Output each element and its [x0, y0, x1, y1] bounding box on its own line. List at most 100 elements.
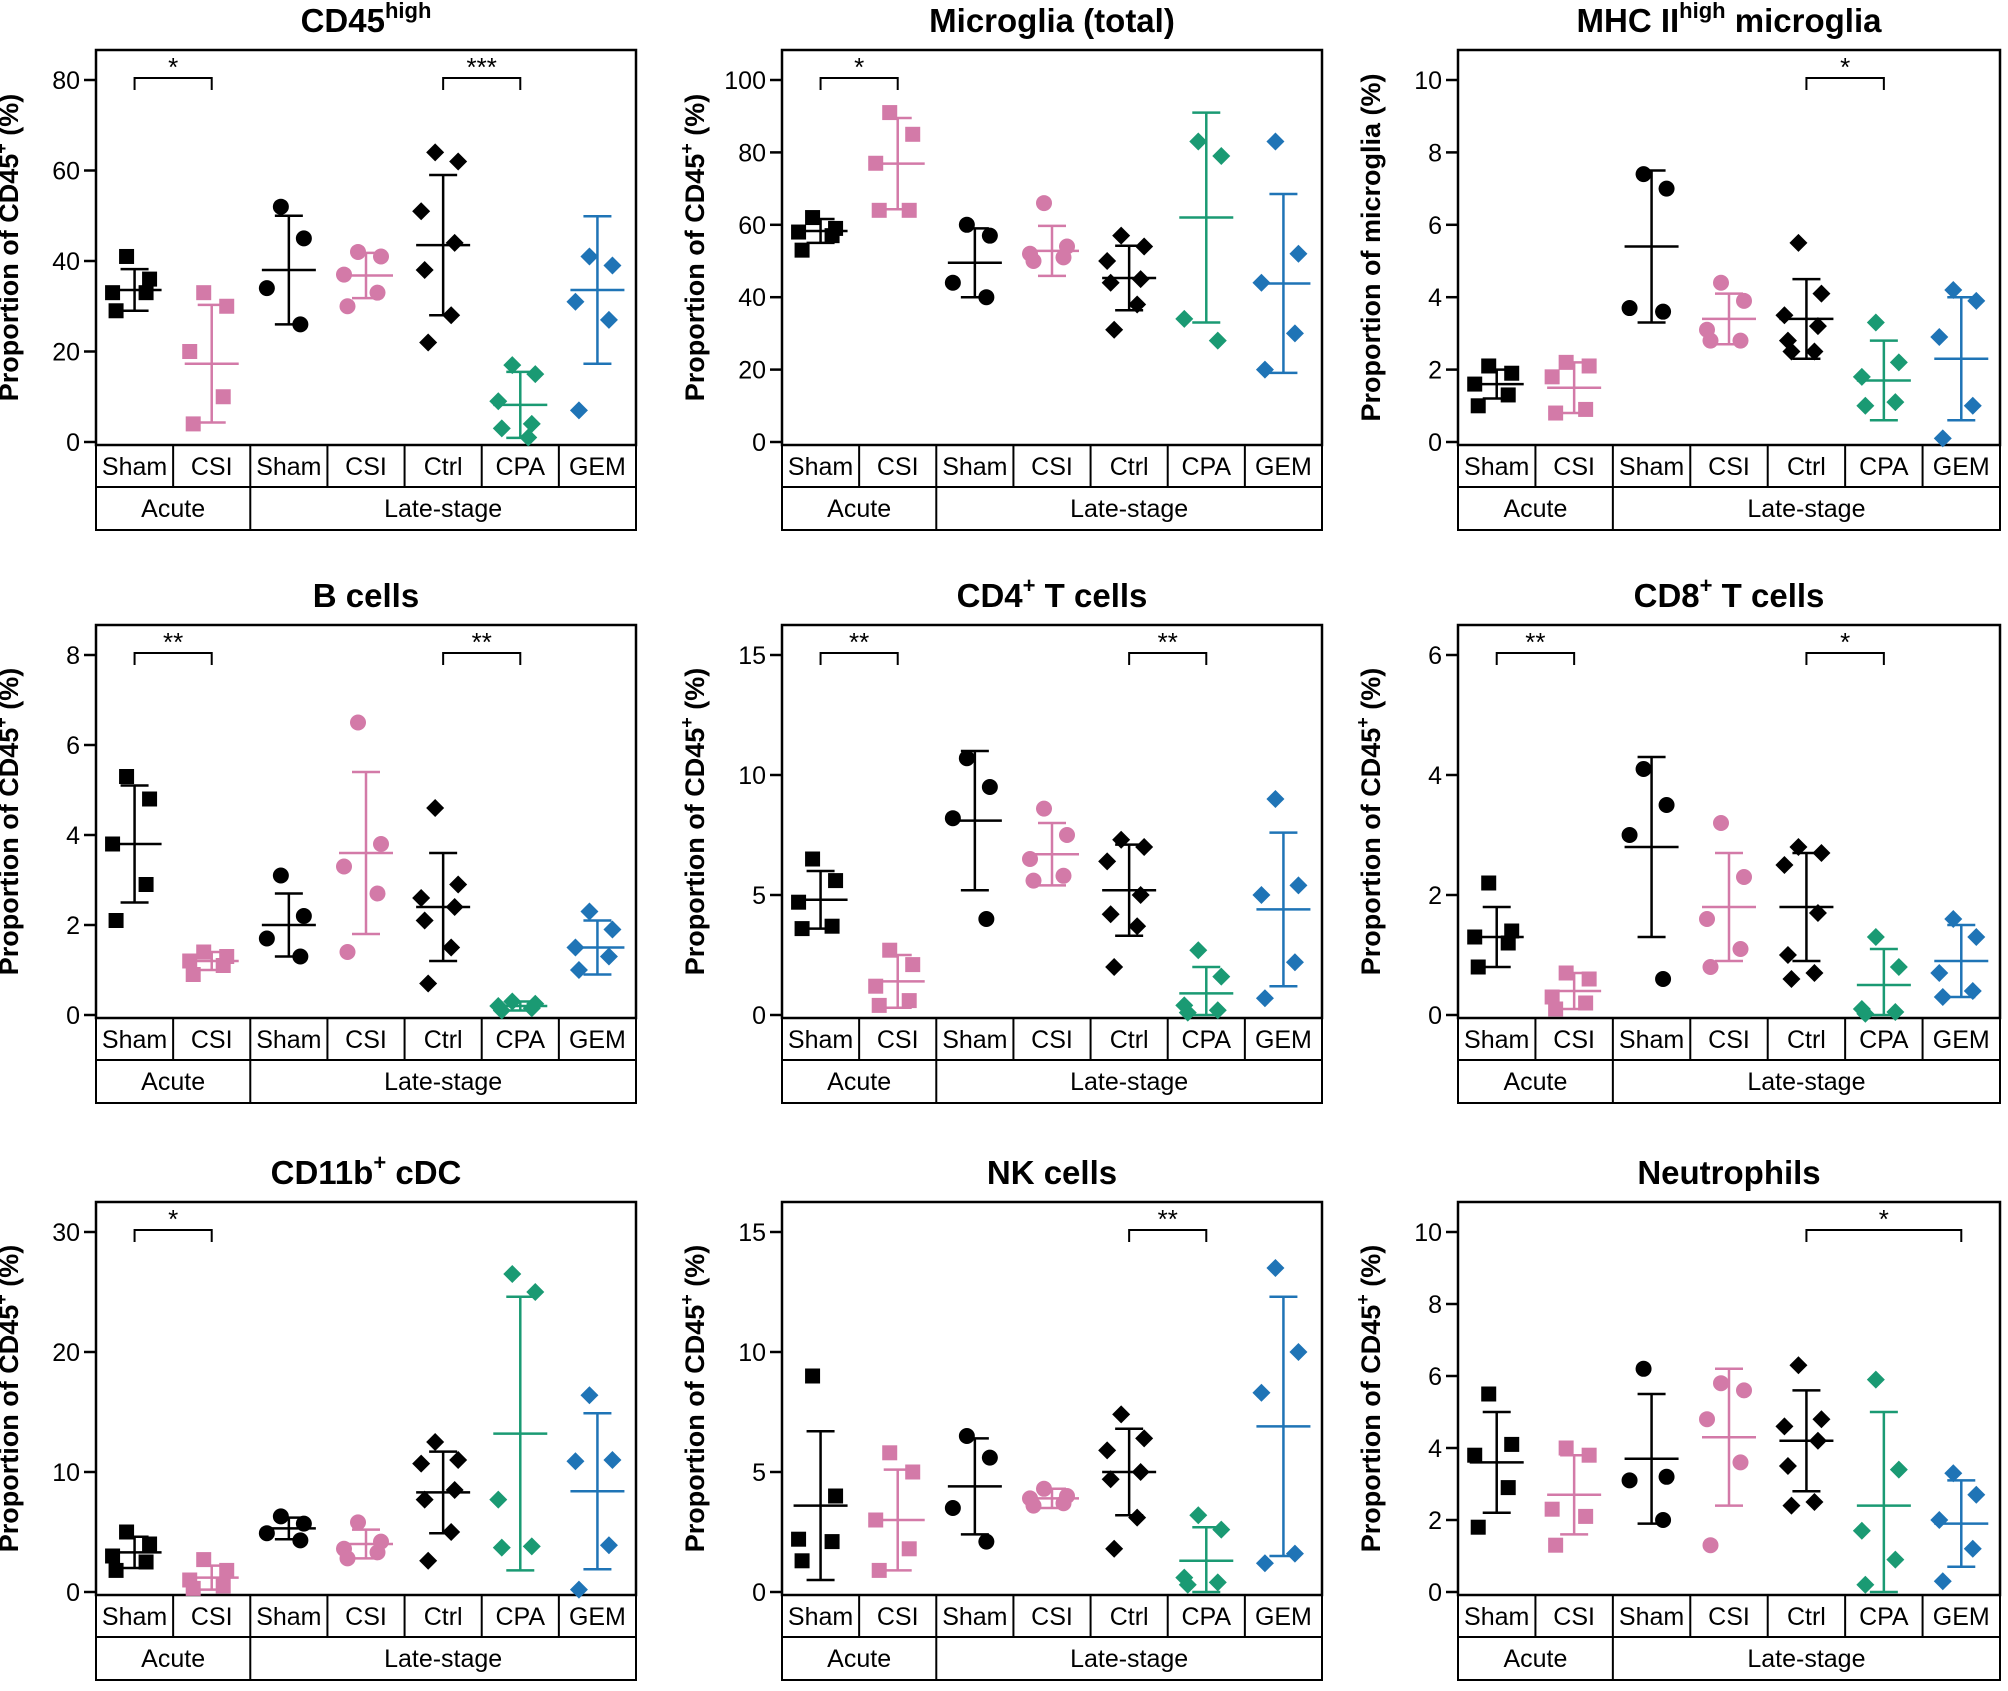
data-point [1886, 1003, 1905, 1021]
series-sham-late-stage [258, 867, 316, 965]
data-point [1655, 971, 1672, 987]
significance-bracket [819, 77, 899, 90]
y-axis-label-text: Proportion of CD45 [0, 1305, 24, 1553]
series-csi-acute [1544, 354, 1602, 421]
series-ctrl-late-stage [1775, 838, 1834, 988]
y-tick-label: 80 [52, 67, 80, 95]
series-ctrl-late-stage [1775, 1356, 1834, 1515]
chart-title: NK cells [987, 1154, 1117, 1191]
stage-label-row [95, 486, 637, 531]
data-point [958, 750, 975, 767]
data-point [1782, 1496, 1801, 1515]
data-point [599, 1536, 618, 1555]
data-point [1208, 331, 1227, 350]
data-point [350, 243, 366, 260]
data-point [566, 292, 585, 311]
series-gem-late-stage [1930, 280, 1989, 448]
data-point [566, 1452, 585, 1471]
data-point [1702, 1537, 1719, 1554]
y-tick-label: 5 [752, 1459, 766, 1487]
y-axis-label-sup: + [677, 143, 697, 154]
data-point [1635, 166, 1652, 183]
plot-frame [780, 623, 1324, 1020]
data-point [1699, 1411, 1715, 1428]
data-point [1558, 1440, 1574, 1456]
data-point [373, 248, 389, 265]
data-point [603, 920, 622, 939]
data-point [412, 1454, 431, 1473]
data-point [215, 389, 231, 405]
significance-label: ** [163, 627, 183, 657]
series-ctrl-late-stage [1098, 226, 1157, 339]
data-point [1702, 332, 1719, 349]
data-point [1658, 1468, 1675, 1485]
data-point [105, 285, 121, 301]
data-point [1135, 237, 1154, 256]
data-point [369, 284, 386, 301]
data-point [1175, 309, 1194, 328]
data-point [339, 1550, 356, 1567]
y-tick-label: 6 [1428, 1363, 1442, 1391]
data-point [522, 1537, 541, 1556]
data-point [1933, 1572, 1952, 1591]
series-csi-late-stage [1699, 815, 1756, 975]
data-point [105, 836, 121, 852]
data-point [1055, 249, 1072, 266]
data-point [1101, 1470, 1120, 1489]
group-label: GEM [1933, 453, 1990, 481]
significance-bracket [1805, 652, 1885, 665]
data-point [292, 316, 309, 333]
data-point [369, 885, 386, 902]
chart-title-sup: + [1700, 573, 1713, 598]
data-point [1128, 917, 1147, 936]
data-point [419, 333, 438, 352]
data-point [119, 1524, 135, 1540]
y-axis-label-tail: (%) [680, 668, 710, 718]
stage-label-late: Late-stage [1747, 1645, 1865, 1673]
significance-bracket [1805, 1229, 1963, 1242]
series-ctrl-late-stage [1098, 830, 1157, 976]
data-point [339, 298, 356, 315]
series-sham-acute [105, 1524, 162, 1578]
data-point [1812, 1410, 1831, 1429]
series-ctrl-late-stage [1098, 1405, 1157, 1558]
y-tick-label: 0 [66, 1579, 80, 1607]
data-point [1252, 273, 1271, 292]
data-point [871, 202, 887, 218]
chart-title-text: B cells [313, 577, 419, 614]
significance-label: ** [849, 627, 869, 657]
series-csi-acute [868, 105, 925, 218]
data-point [1481, 875, 1497, 891]
data-point [449, 152, 468, 171]
group-label: Ctrl [1110, 1026, 1149, 1054]
chart-title: Microglia (total) [929, 2, 1175, 39]
series-cpa-late-stage [489, 356, 548, 447]
data-point [1578, 995, 1594, 1011]
data-point [272, 1508, 289, 1525]
y-tick-label: 0 [1428, 1579, 1442, 1607]
data-point [142, 791, 158, 807]
data-point [1548, 405, 1564, 421]
data-point [1578, 401, 1594, 417]
data-point [1808, 1431, 1827, 1450]
series-sham-late-stage [258, 198, 316, 333]
series-sham-acute [105, 769, 162, 928]
data-point [1805, 964, 1824, 982]
y-tick-label: 100 [724, 67, 766, 95]
data-point [1055, 867, 1072, 884]
series-csi-late-stage [1699, 274, 1756, 349]
data-point [1135, 838, 1154, 856]
data-point [599, 310, 618, 329]
group-label: CSI [877, 453, 919, 481]
data-point [1963, 396, 1982, 415]
data-point [1621, 1472, 1638, 1489]
group-label: Ctrl [424, 1026, 463, 1054]
data-point [445, 898, 464, 916]
data-point [292, 1532, 309, 1549]
y-tick-label: 40 [52, 248, 80, 276]
data-point [1944, 1464, 1963, 1483]
data-point [1178, 1003, 1197, 1022]
data-point [1635, 1360, 1652, 1377]
series-csi-acute [868, 942, 925, 1013]
series-cpa-late-stage [1175, 1506, 1234, 1594]
